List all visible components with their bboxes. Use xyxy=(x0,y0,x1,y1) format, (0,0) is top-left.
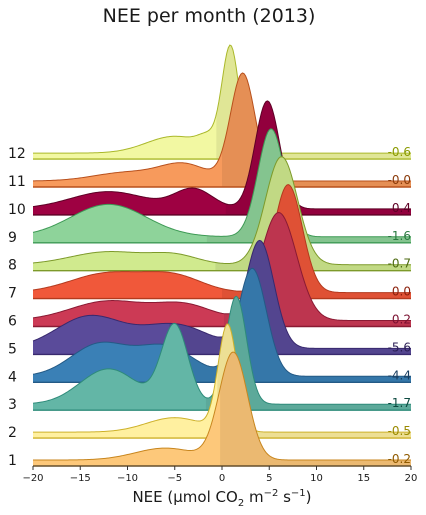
ridge-outline-11 xyxy=(32,72,411,182)
ridge-area-7 xyxy=(33,184,411,299)
x-axis-label-sub: 2 xyxy=(238,498,244,509)
x-axis-label: NEE (µmol CO2 m−2 s−1) xyxy=(132,488,311,509)
ridge-outline-9 xyxy=(32,128,411,238)
month-label-12: 12 xyxy=(8,146,26,162)
ridge-area-10 xyxy=(33,100,411,215)
ridge-month-12: 12 -0.6 xyxy=(8,44,411,162)
x-tick-label-7: 15 xyxy=(357,473,370,484)
ridge-month-11: 11 -0.0 xyxy=(8,72,411,190)
x-tick-label-6: 10 xyxy=(310,473,323,484)
mean-label-11: -0.0 xyxy=(388,173,411,187)
month-label-2: 2 xyxy=(8,425,17,441)
ridge-area-12 xyxy=(33,45,411,160)
x-tick-label-8: 20 xyxy=(405,473,418,484)
mean-label-1: -0.2 xyxy=(388,452,411,466)
mean-label-12: -0.6 xyxy=(388,145,411,159)
mean-label-8: -0.7 xyxy=(388,257,411,271)
x-axis-label-prefix: NEE (µmol CO xyxy=(132,488,237,506)
ridge-area-4 xyxy=(33,268,411,383)
month-label-5: 5 xyxy=(8,341,17,357)
mean-label-6: 0.2 xyxy=(392,313,411,327)
x-axis: −20 −15 −10 −5 0 5 10 15 20 xyxy=(22,465,417,484)
month-label-1: 1 xyxy=(8,453,17,469)
ridge-area-6 xyxy=(33,212,411,327)
ridge-outline-7 xyxy=(32,184,411,294)
month-label-8: 8 xyxy=(8,258,17,274)
mean-label-3: -1.7 xyxy=(388,396,411,410)
ridge-area-1 xyxy=(33,352,411,466)
month-label-6: 6 xyxy=(8,314,17,330)
x-tick-label-2: −10 xyxy=(117,473,138,484)
x-tick-label-5: 5 xyxy=(266,473,272,484)
ridge-outline-1 xyxy=(33,351,411,461)
ridge-area-3 xyxy=(33,296,411,411)
x-axis-label-sup2: −1 xyxy=(291,488,306,499)
ridge-area-11 xyxy=(33,73,411,187)
x-axis-label-suffix: ) xyxy=(306,488,312,506)
x-tick-label-3: −5 xyxy=(167,473,182,484)
x-tick-label-0: −20 xyxy=(22,473,43,484)
x-ticks: −20 −15 −10 −5 0 5 10 15 20 xyxy=(22,466,417,484)
x-tick-label-1: −15 xyxy=(70,473,91,484)
ridge-outline-8 xyxy=(32,156,411,266)
mean-label-9: -1.6 xyxy=(388,229,411,243)
ridge-outline-6 xyxy=(32,211,411,321)
ridge-area-8 xyxy=(33,156,411,271)
mean-label-10: 0.4 xyxy=(392,201,411,215)
month-label-3: 3 xyxy=(8,397,17,413)
ridge-outline-2 xyxy=(33,323,411,433)
mean-label-4: -4.4 xyxy=(388,368,411,382)
mean-label-7: 0.0 xyxy=(392,285,411,299)
ridge-outline-5 xyxy=(32,239,411,349)
x-axis-label-sup1: −2 xyxy=(264,488,279,499)
ridge-outline-10 xyxy=(32,100,411,210)
mean-label-2: -0.5 xyxy=(388,424,411,438)
ridge-outline-12 xyxy=(33,44,411,154)
x-axis-label-mid2: s xyxy=(278,488,291,506)
month-label-7: 7 xyxy=(8,286,17,302)
ridges: 12 -0.611 -0.010 0.49 -1.68 -0.77 0.06 0.25 -5.6… xyxy=(8,44,411,469)
chart-title: NEE per month (2013) xyxy=(103,5,316,27)
x-axis-label-mid: m xyxy=(244,488,263,506)
month-label-10: 10 xyxy=(8,202,26,218)
month-label-9: 9 xyxy=(8,230,17,246)
x-tick-label-4: 0 xyxy=(219,473,225,484)
ridge-area-9 xyxy=(33,128,411,243)
mean-label-5: -5.6 xyxy=(388,340,411,354)
month-label-11: 11 xyxy=(8,174,26,190)
ridge-area-5 xyxy=(33,240,411,355)
month-label-4: 4 xyxy=(8,369,17,385)
